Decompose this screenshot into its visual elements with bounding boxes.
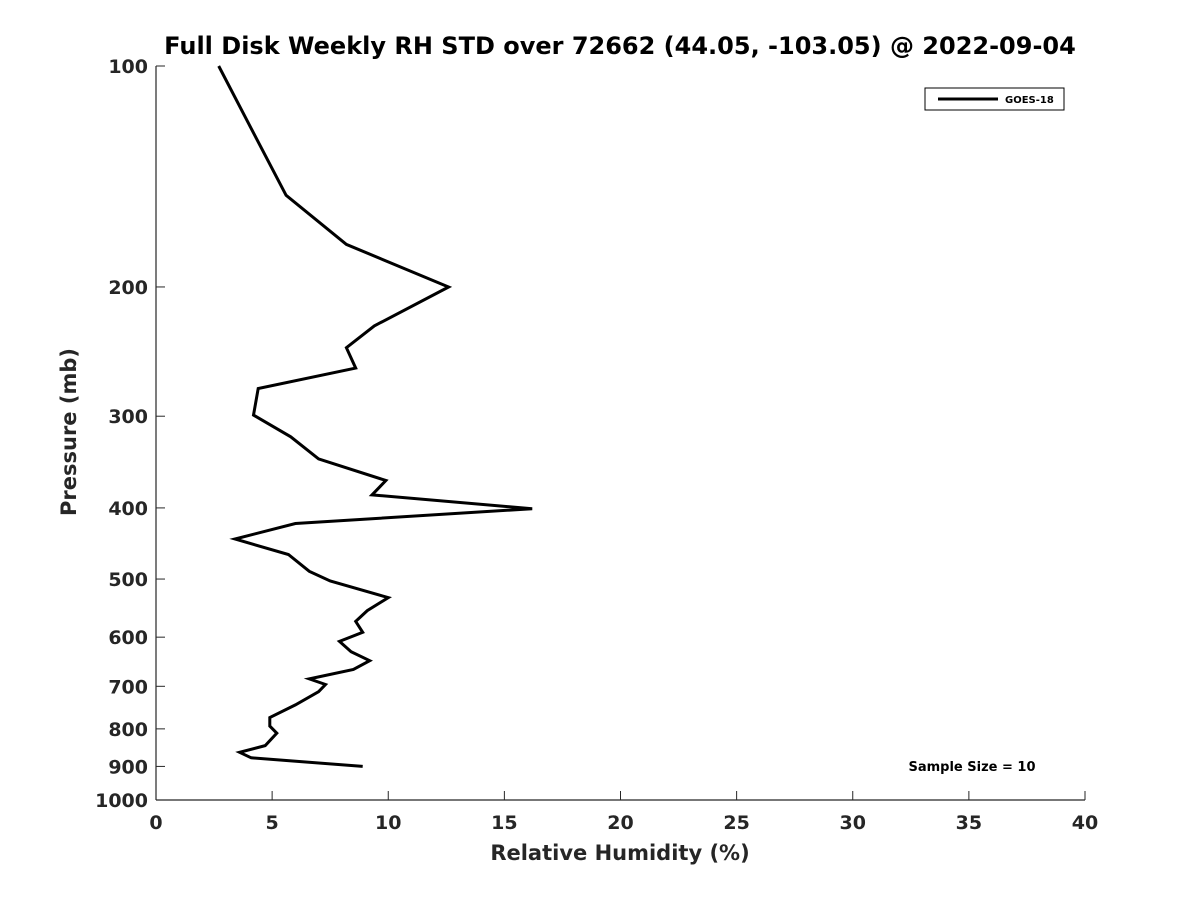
y-tick-label: 900 [108, 756, 148, 778]
y-tick-label: 300 [108, 406, 148, 428]
y-axis-label: Pressure (mb) [57, 348, 81, 516]
x-tick-label: 15 [491, 812, 517, 834]
y-tick-label: 400 [108, 498, 148, 520]
x-tick-label: 5 [266, 812, 279, 834]
x-tick-label: 0 [149, 812, 162, 834]
y-tick-label: 200 [108, 277, 148, 299]
x-tick-label: 30 [840, 812, 866, 834]
x-tick-label: 35 [956, 812, 982, 834]
y-tick-label: 500 [108, 569, 148, 591]
y-tick-label: 600 [108, 627, 148, 649]
legend: GOES-18 [924, 87, 1065, 111]
y-tick-label: 100 [108, 56, 148, 78]
series-layer [217, 65, 533, 768]
x-axis-label: Relative Humidity (%) [490, 841, 749, 865]
series-line-goes-18 [217, 65, 533, 768]
chart-title: Full Disk Weekly RH STD over 72662 (44.0… [164, 32, 1076, 60]
x-tick-label: 20 [607, 812, 633, 834]
axes [155, 66, 1085, 801]
sample-size-annotation: Sample Size = 10 [908, 760, 1035, 775]
legend-label-goes-18: GOES-18 [1005, 95, 1054, 106]
y-tick-label: 800 [108, 719, 148, 741]
axis-ticks: 0 5 10 15 20 25 30 35 40 100 200 300 400 500 600 700 800… [95, 56, 1098, 834]
x-tick-label: 10 [375, 812, 401, 834]
y-tick-label: 1000 [95, 790, 148, 812]
x-tick-label: 40 [1072, 812, 1098, 834]
y-tick-label: 700 [108, 676, 148, 698]
x-tick-label: 25 [723, 812, 749, 834]
